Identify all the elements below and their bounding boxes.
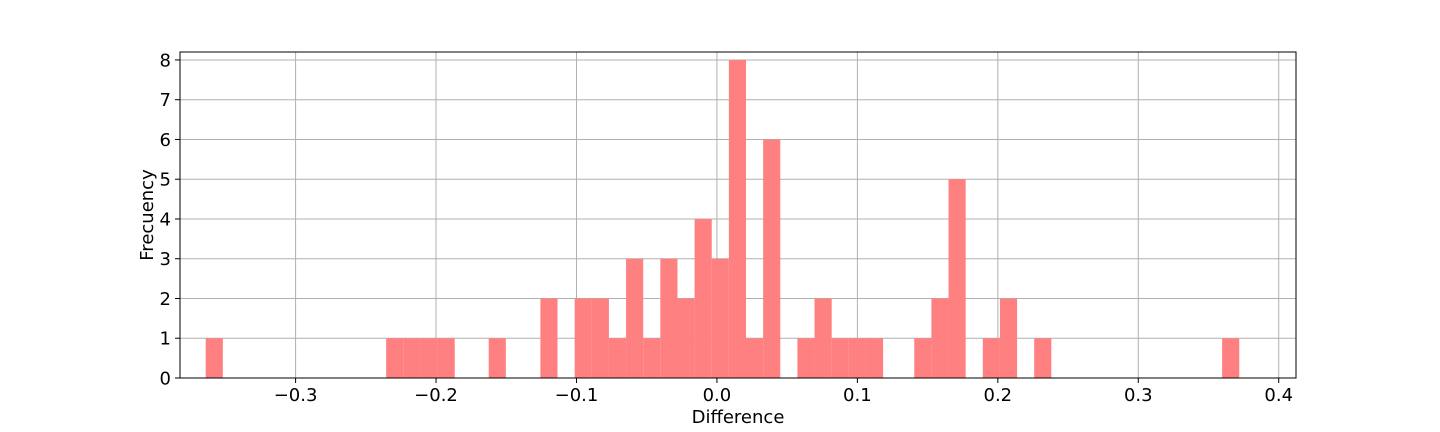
plot-frame	[179, 51, 1297, 379]
x-tick-label: 0.4	[1264, 385, 1293, 406]
histogram-bar	[205, 338, 223, 378]
histogram-bar	[831, 338, 849, 378]
histogram-bar	[931, 298, 949, 378]
histogram-bar	[643, 338, 661, 378]
histogram-bar	[797, 338, 815, 378]
histogram-bar	[660, 258, 678, 378]
histogram-bar	[763, 139, 781, 378]
y-tick-label: 4	[160, 209, 171, 230]
histogram-bar	[694, 218, 712, 378]
y-tick-label: 7	[160, 90, 171, 111]
x-axis-title: Difference	[692, 407, 785, 428]
histogram-bar	[488, 338, 506, 378]
y-tick-label: 6	[160, 130, 171, 151]
histogram-bar	[591, 298, 609, 378]
histogram-bar	[626, 258, 644, 378]
x-tick-label: −0.2	[414, 385, 458, 406]
y-tick-label: 0	[160, 369, 171, 390]
histogram-bar	[914, 338, 932, 378]
histogram-bar	[437, 338, 455, 378]
histogram-bar	[608, 338, 627, 378]
histogram-bar	[574, 298, 592, 378]
histogram-bar	[403, 338, 421, 378]
histogram-bar	[865, 338, 884, 378]
histogram-bar	[1034, 338, 1052, 378]
histogram-bar	[948, 179, 966, 378]
x-tick-label: 0.3	[1124, 385, 1153, 406]
y-tick-label: 1	[160, 329, 171, 350]
x-tick-label: 0.2	[984, 385, 1013, 406]
y-axis-title: Frecuency	[137, 169, 158, 261]
x-tick-label: −0.3	[274, 385, 318, 406]
histogram-bar	[848, 338, 866, 378]
x-tick-label: 0.0	[703, 385, 732, 406]
histogram-bar	[814, 298, 832, 378]
x-tick-label: −0.1	[555, 385, 599, 406]
x-tick-label: 0.1	[843, 385, 872, 406]
histogram-bar	[540, 298, 558, 378]
axis-ticks: −0.3 −0.2 −0.1 0.0 0.1 0.2 0.3 0.4 0 1 2 3 4 5 6 7 8	[160, 50, 1293, 406]
histogram-bar	[982, 338, 1000, 378]
histogram-bar	[386, 338, 404, 378]
y-tick-label: 2	[160, 289, 171, 310]
histogram-bar	[999, 298, 1018, 378]
histogram-bar	[728, 59, 747, 378]
histogram-bars	[205, 59, 1240, 378]
y-tick-label: 8	[160, 50, 171, 71]
histogram-bar	[711, 258, 729, 378]
histogram-bar	[420, 338, 438, 378]
y-tick-label: 3	[160, 249, 171, 270]
y-tick-label: 5	[160, 170, 171, 191]
histogram-bar	[677, 298, 695, 378]
histogram-bar	[746, 338, 764, 378]
histogram-bar	[1222, 338, 1240, 378]
